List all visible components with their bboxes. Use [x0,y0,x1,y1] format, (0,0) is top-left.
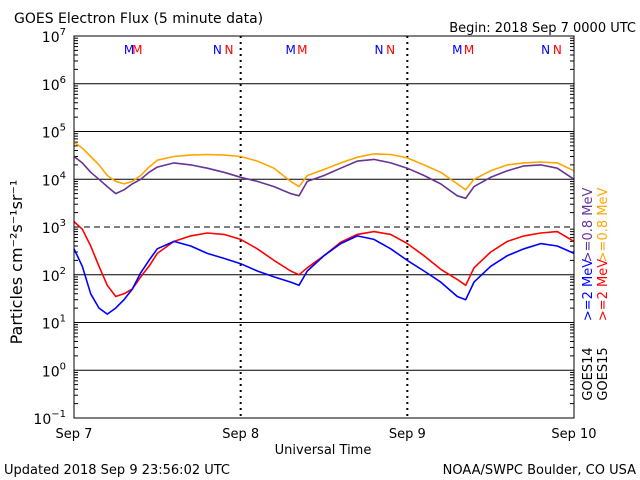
series-line-goes15_ge2 [73,221,575,298]
x-tick-label: Sep 7 [56,427,93,442]
x-tick-label: Sep 8 [222,427,259,442]
y-tick-label: 10−1 [33,409,66,428]
x-tick-label: Sep 10 [551,427,596,442]
gridlines [74,35,574,419]
series-line-goes14_ge08 [73,155,575,200]
y-tick-label: 100 [42,361,66,380]
event-marker-N: N [225,43,234,57]
plot-frame [73,35,575,419]
legend-goes14-ge2: >=2 MeV [581,259,596,321]
y-tick-label: 101 [42,314,66,333]
event-marker-N: N [375,43,384,57]
event-marker-M: M [285,43,295,57]
y-axis-label: Particles cm⁻²s⁻¹sr⁻¹ [7,180,26,345]
event-marker-M: M [297,43,307,57]
event-marker-N: N [386,43,395,57]
event-marker-N: N [213,43,222,57]
legend-goes14-label: GOES14 [581,347,596,400]
event-marker-N: N [541,43,550,57]
credit-label: NOAA/SWPC Boulder, CO USA [443,463,636,478]
y-tick-label: 104 [42,170,66,189]
begin-date-label: Begin: 2018 Sep 7 0000 UTC [449,21,636,36]
y-tick-label: 106 [42,75,66,94]
event-marker-M: M [452,43,462,57]
data-series [73,141,575,315]
legend: >=0.8 MeV >=0.8 MeV >=2 MeV >=2 MeV GOES… [581,188,611,401]
y-tick-label: 102 [42,266,66,285]
y-tick-label: 105 [42,123,66,142]
chart-title: GOES Electron Flux (5 minute data) [14,11,263,27]
legend-goes15-ge2: >=2 MeV [596,259,611,321]
y-axis: 107 106 105 104 103 102 101 100 10−1 [33,27,66,428]
x-axis: Sep 7 Sep 8 Sep 9 Sep 10 [56,427,597,442]
event-markers: MM N N M M N N M M N N [124,43,562,57]
x-axis-label: Universal Time [275,443,372,458]
event-marker-N: N [553,43,562,57]
legend-goes15-label: GOES15 [596,347,611,400]
x-tick-label: Sep 9 [389,427,426,442]
y-tick-label: 103 [42,218,66,237]
y-tick-label: 107 [42,27,66,46]
updated-timestamp: Updated 2018 Sep 9 23:56:02 UTC [4,463,230,478]
event-marker-M: M [464,43,474,57]
series-line-goes14_ge2 [73,235,575,315]
event-marker-M: M [132,43,142,57]
event-marker-M: M [124,43,134,57]
series-line-goes15_ge08 [73,141,575,191]
legend-goes15-ge08: >=0.8 MeV [596,188,611,263]
legend-goes14-ge08: >=0.8 MeV [581,188,596,263]
